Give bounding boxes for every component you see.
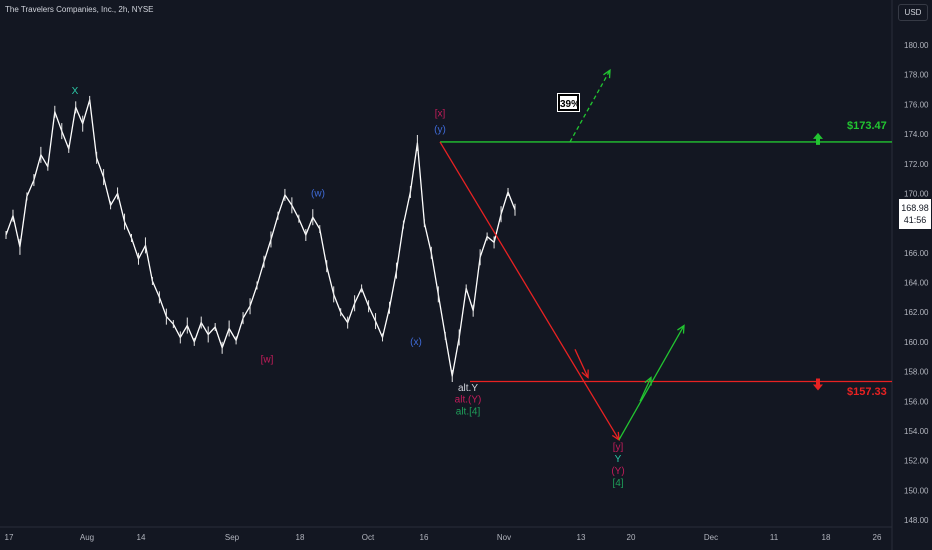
price-tick-label: 154.00 — [904, 427, 929, 436]
price-tick-label: 162.00 — [904, 308, 929, 317]
lower-level-label: $157.33 — [847, 385, 887, 398]
wave-label: X — [72, 86, 79, 97]
price-tick-label: 160.00 — [904, 338, 929, 347]
key-levels — [440, 141, 892, 383]
price-tick-label: 170.00 — [904, 189, 929, 198]
price-axis[interactable]: 148.00 150.00 152.00 154.00 156.00 158.00 160.… — [891, 0, 929, 550]
wave-label: (y) — [434, 125, 446, 136]
time-tick-label: 20 — [627, 533, 636, 542]
time-tick-label: 14 — [137, 533, 146, 542]
rebound-cross-marker-head — [644, 376, 652, 386]
time-tick-label: 26 — [873, 533, 882, 542]
wave-label: alt.(Y) — [455, 395, 482, 406]
probability-badge: 39% — [557, 93, 580, 112]
rebound-cross-marker — [639, 377, 652, 402]
wave-label: [x] — [435, 108, 446, 119]
wave-label: [w] — [261, 355, 274, 366]
wave-label: alt.Y — [458, 383, 478, 394]
wave-label: [y] — [613, 442, 624, 453]
currency-button[interactable]: USD — [898, 4, 928, 21]
price-tick-label: 152.00 — [904, 457, 929, 466]
wave-label: (x) — [410, 337, 422, 348]
up-arrow-icon — [813, 132, 823, 145]
decline-cross-marker — [574, 349, 589, 378]
price-tick-label: 166.00 — [904, 249, 929, 258]
chart-title: The Travelers Companies, Inc., 2h, NYSE — [5, 5, 154, 14]
price-tick-label: 158.00 — [904, 368, 929, 377]
wave-label: Y — [615, 454, 622, 465]
upper-level-label: $173.47 — [847, 119, 887, 132]
time-tick-label: Aug — [80, 533, 94, 542]
time-tick-label: 13 — [577, 533, 586, 542]
time-tick-label: 18 — [822, 533, 831, 542]
bar-countdown: 41:56 — [903, 215, 927, 225]
price-tick-label: 178.00 — [904, 71, 929, 80]
time-axis[interactable]: 17 Aug 14 Sep 18 Oct 16 Nov 13 20 Dec 11 18 26 — [0, 526, 892, 542]
wave-label: (w) — [311, 188, 325, 199]
price-tick-label: 180.00 — [904, 41, 929, 50]
level-arrows — [813, 132, 823, 391]
wave-label: alt.[4] — [456, 407, 481, 418]
last-price-tag: 168.98 41:56 — [899, 199, 931, 229]
decline-projection — [439, 141, 620, 441]
time-tick-label: Dec — [704, 533, 718, 542]
price-line — [5, 99, 516, 377]
time-tick-label: 16 — [420, 533, 429, 542]
time-tick-label: Sep — [225, 533, 240, 542]
decline-cross-marker-head — [581, 369, 589, 379]
wave-label: [4] — [612, 478, 623, 489]
time-tick-label: 11 — [770, 533, 779, 542]
price-series — [5, 95, 516, 383]
price-tick-label: 176.00 — [904, 100, 929, 109]
price-tick-label: 172.00 — [904, 160, 929, 169]
time-tick-label: 17 — [5, 533, 14, 542]
wave-projections — [439, 68, 685, 442]
price-tick-label: 150.00 — [904, 486, 929, 495]
last-price: 168.98 — [901, 203, 929, 213]
price-tick-label: 174.00 — [904, 130, 929, 139]
price-tick-label: 164.00 — [904, 279, 929, 288]
down-arrow-icon — [813, 378, 823, 391]
time-tick-label: Oct — [362, 533, 375, 542]
wave-label: (Y) — [611, 466, 624, 477]
alt-breakout-projection-head — [603, 68, 611, 79]
price-tick-label: 148.00 — [904, 516, 929, 525]
rebound-projection-head — [677, 324, 685, 334]
time-tick-label: Nov — [497, 533, 511, 542]
time-tick-label: 18 — [296, 533, 305, 542]
price-tick-label: 156.00 — [904, 397, 929, 406]
